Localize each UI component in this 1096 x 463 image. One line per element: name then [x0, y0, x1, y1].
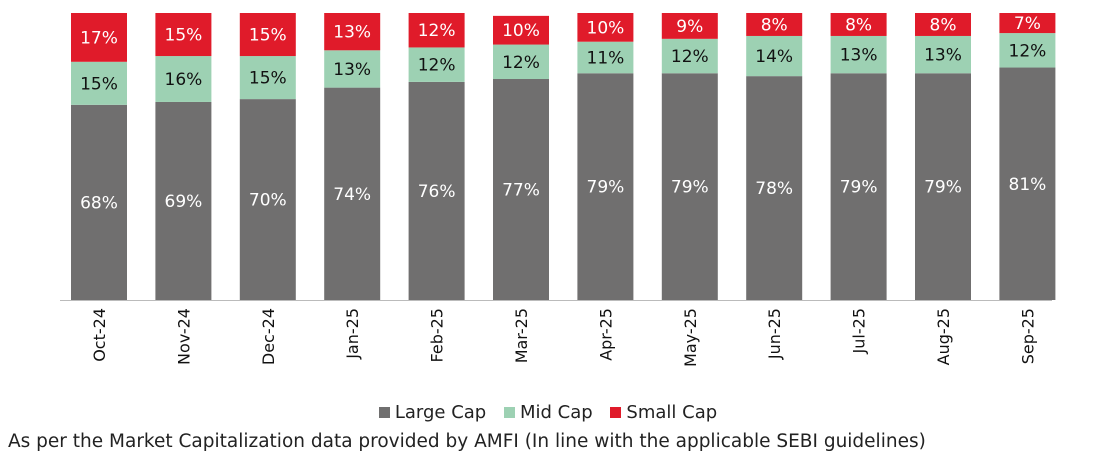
data-label: 81% [1009, 175, 1047, 195]
data-label: 15% [249, 69, 287, 89]
data-label: 7% [1014, 14, 1041, 34]
bar-mid-cap [71, 61, 127, 105]
x-tick-label: Jun-25 [765, 308, 784, 360]
bar-small-cap [577, 13, 634, 42]
x-tick-label: Dec-24 [259, 308, 278, 365]
bar-mid-cap [408, 47, 465, 82]
data-label: 13% [333, 23, 371, 43]
bar-mid-cap [493, 44, 549, 80]
bar-large-cap [661, 73, 718, 301]
legend-label: Small Cap [626, 402, 718, 423]
data-label: 9% [676, 17, 703, 37]
bar-mid-cap [915, 35, 971, 74]
data-label: 15% [80, 74, 118, 94]
data-label: 12% [418, 21, 456, 41]
legend-label: Large Cap [394, 402, 487, 423]
data-label: 76% [418, 182, 456, 202]
bar-small-cap [408, 13, 465, 48]
bar-mid-cap [830, 35, 887, 74]
data-label: 79% [587, 178, 625, 198]
x-tick-label: Oct-24 [90, 308, 109, 362]
x-tick-label: Jul-25 [850, 308, 869, 354]
bar-mid-cap [239, 56, 296, 100]
legend-item-large-cap: Large Cap [378, 402, 487, 423]
x-tick-label: Jan-25 [343, 308, 362, 360]
bar-large-cap [915, 73, 971, 301]
bar-mid-cap [746, 35, 803, 77]
bar-large-cap [155, 101, 212, 300]
bar-large-cap [408, 81, 465, 300]
x-tick-label: May-25 [681, 308, 700, 367]
bar-small-cap [324, 13, 381, 51]
legend-item-mid-cap: Mid Cap [503, 402, 593, 423]
data-label: 12% [502, 53, 540, 73]
x-tick-label: Feb-25 [428, 308, 447, 362]
legend-item-small-cap: Small Cap [610, 402, 717, 423]
legend-swatch [503, 407, 515, 418]
x-tick-label: Apr-25 [596, 308, 615, 361]
data-label: 17% [80, 28, 118, 48]
data-label: 11% [587, 48, 625, 68]
data-label: 8% [930, 15, 957, 35]
data-label: 16% [165, 70, 203, 90]
bar-large-cap [71, 104, 127, 300]
bar-small-cap [71, 13, 127, 62]
data-label: 8% [761, 15, 788, 35]
bar-small-cap [493, 15, 549, 45]
legend-swatch [378, 407, 390, 418]
x-tick-label: Aug-25 [934, 308, 953, 365]
bar-large-cap [999, 67, 1056, 300]
bar-small-cap [239, 13, 296, 57]
data-label: 13% [840, 46, 878, 66]
bar-large-cap [577, 73, 634, 301]
bar-mid-cap [324, 50, 381, 88]
bar-large-cap [239, 99, 296, 300]
x-tick-label: Nov-24 [174, 308, 193, 365]
data-label: 13% [924, 46, 962, 66]
bar-small-cap [830, 13, 887, 36]
data-label: 74% [333, 185, 371, 205]
bar-large-cap [746, 76, 803, 300]
data-label: 79% [671, 178, 709, 198]
data-label: 69% [165, 192, 203, 212]
data-label: 70% [249, 191, 287, 211]
data-label: 14% [755, 47, 793, 67]
data-label: 12% [1009, 41, 1047, 61]
legend-label: Mid Cap [519, 402, 593, 423]
data-label: 79% [840, 178, 878, 198]
bar-small-cap [746, 13, 803, 36]
data-label: 68% [80, 193, 118, 213]
data-label: 78% [755, 179, 793, 199]
bar-small-cap [661, 13, 718, 39]
bar-mid-cap [577, 41, 634, 74]
data-label: 15% [165, 26, 203, 46]
bar-large-cap [830, 73, 887, 301]
data-label: 10% [502, 21, 540, 41]
bar-mid-cap [999, 33, 1056, 68]
x-tick-label: Sep-25 [1018, 308, 1037, 364]
bar-small-cap [155, 13, 212, 57]
data-label: 15% [249, 26, 287, 46]
stacked-bar-chart: 68% 15% 17% Oct-24 69% 16% 15% Nov-24 70% 15% 15% D… [60, 13, 1056, 367]
bar-large-cap [324, 87, 381, 301]
legend-swatch [610, 407, 622, 418]
bar-mid-cap [661, 38, 718, 74]
data-label: 8% [845, 15, 872, 35]
footnote: As per the Market Capitalization data pr… [8, 431, 926, 452]
bar-small-cap [915, 13, 971, 36]
bar-mid-cap [155, 56, 212, 102]
data-label: 10% [587, 18, 625, 38]
x-tick-label: Mar-25 [512, 308, 531, 363]
data-label: 12% [418, 56, 456, 76]
bar-large-cap [493, 79, 549, 300]
data-label: 79% [924, 178, 962, 198]
data-label: 77% [502, 181, 540, 201]
legend: Large Cap Mid Cap Small Cap [0, 402, 1096, 423]
data-label: 12% [671, 47, 709, 67]
bar-small-cap [999, 13, 1056, 34]
data-label: 13% [333, 60, 371, 80]
